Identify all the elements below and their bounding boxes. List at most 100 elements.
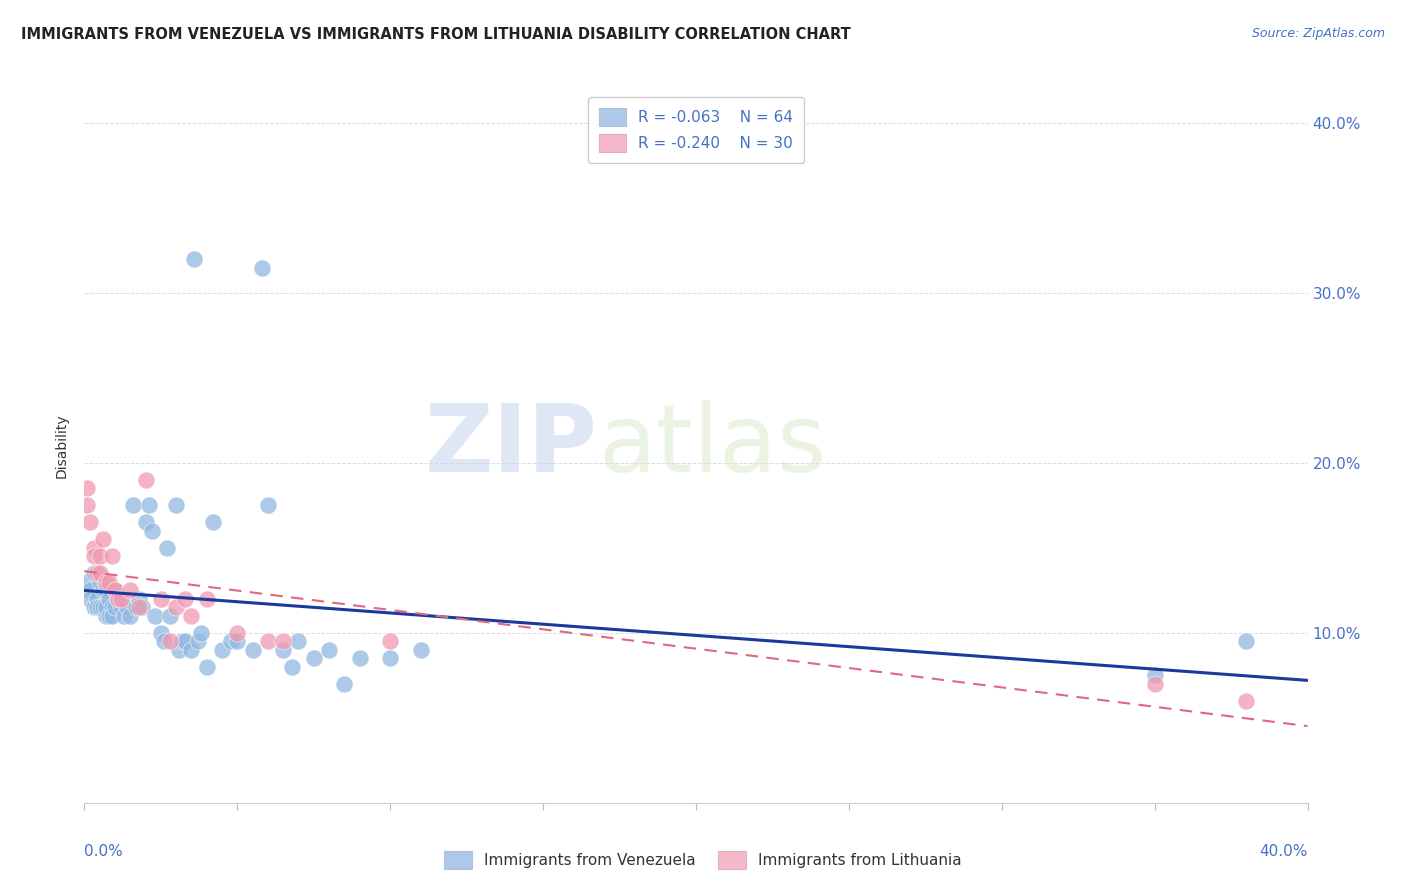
Point — [125, 600, 148, 615]
Legend: Immigrants from Venezuela, Immigrants from Lithuania: Immigrants from Venezuela, Immigrants fr… — [439, 845, 967, 875]
Point — [83, 541, 105, 555]
Point — [97, 608, 120, 623]
Point — [91, 583, 114, 598]
Point — [120, 583, 142, 598]
Point — [172, 634, 194, 648]
Point — [83, 566, 105, 581]
Point — [1143, 677, 1166, 691]
Point — [104, 583, 127, 598]
Point — [94, 583, 117, 598]
Point — [101, 600, 124, 615]
Point — [107, 591, 129, 606]
Point — [86, 566, 108, 581]
Point — [101, 608, 124, 623]
Point — [94, 600, 117, 615]
Text: 0.0%: 0.0% — [84, 845, 124, 859]
Point — [89, 566, 111, 581]
Text: ZIP: ZIP — [425, 400, 598, 492]
Point — [141, 524, 163, 538]
Point — [143, 608, 166, 623]
Point — [318, 643, 340, 657]
Point — [1143, 668, 1166, 682]
Point — [250, 260, 273, 275]
Point — [79, 516, 101, 530]
Text: atlas: atlas — [598, 400, 827, 492]
Point — [174, 634, 197, 648]
Point — [1236, 694, 1258, 708]
Point — [91, 600, 114, 615]
Point — [97, 574, 120, 589]
Point — [159, 634, 181, 648]
Point — [138, 499, 160, 513]
Point — [94, 608, 117, 623]
Point — [79, 591, 101, 606]
Point — [83, 600, 105, 615]
Point — [89, 549, 111, 564]
Point — [174, 591, 197, 606]
Point — [128, 591, 150, 606]
Point — [190, 626, 212, 640]
Point — [76, 482, 98, 496]
Point — [149, 591, 172, 606]
Point — [86, 600, 108, 615]
Point — [107, 591, 129, 606]
Point — [131, 600, 153, 615]
Text: IMMIGRANTS FROM VENEZUELA VS IMMIGRANTS FROM LITHUANIA DISABILITY CORRELATION CH: IMMIGRANTS FROM VENEZUELA VS IMMIGRANTS … — [21, 27, 851, 42]
Point — [120, 608, 142, 623]
Point — [135, 516, 157, 530]
Point — [183, 252, 205, 266]
Point — [257, 634, 280, 648]
Point — [159, 608, 181, 623]
Point — [302, 651, 325, 665]
Point — [201, 516, 224, 530]
Point — [186, 634, 208, 648]
Point — [115, 600, 138, 615]
Point — [89, 600, 111, 615]
Point — [180, 643, 202, 657]
Point — [380, 651, 402, 665]
Point — [349, 651, 371, 665]
Point — [101, 549, 124, 564]
Point — [226, 634, 249, 648]
Point — [271, 634, 294, 648]
Point — [91, 533, 114, 547]
Point — [195, 660, 218, 674]
Point — [333, 677, 356, 691]
Point — [104, 583, 127, 598]
Point — [380, 634, 402, 648]
Point — [135, 473, 157, 487]
Point — [104, 600, 127, 615]
Point — [165, 600, 187, 615]
Point — [1236, 634, 1258, 648]
Point — [226, 626, 249, 640]
Point — [167, 643, 190, 657]
Point — [89, 574, 111, 589]
Point — [94, 574, 117, 589]
Point — [281, 660, 304, 674]
Y-axis label: Disability: Disability — [55, 414, 69, 478]
Point — [153, 634, 176, 648]
Point — [122, 499, 145, 513]
Point — [83, 549, 105, 564]
Point — [128, 600, 150, 615]
Point — [149, 626, 172, 640]
Point — [242, 643, 264, 657]
Point — [219, 634, 242, 648]
Text: 40.0%: 40.0% — [1260, 845, 1308, 859]
Point — [195, 591, 218, 606]
Point — [76, 499, 98, 513]
Point — [180, 608, 202, 623]
Point — [287, 634, 309, 648]
Point — [156, 541, 179, 555]
Point — [211, 643, 233, 657]
Point — [257, 499, 280, 513]
Legend: R = -0.063    N = 64, R = -0.240    N = 30: R = -0.063 N = 64, R = -0.240 N = 30 — [588, 97, 804, 163]
Point — [97, 591, 120, 606]
Point — [112, 608, 135, 623]
Point — [409, 643, 432, 657]
Text: Source: ZipAtlas.com: Source: ZipAtlas.com — [1251, 27, 1385, 40]
Point — [271, 643, 294, 657]
Point — [110, 600, 132, 615]
Point — [79, 583, 101, 598]
Point — [165, 499, 187, 513]
